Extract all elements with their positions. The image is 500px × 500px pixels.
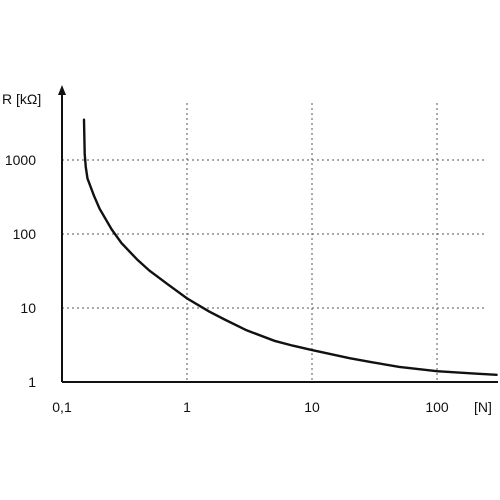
- tick-labels: 0,1 1 10 100 1 10 100 1000: [5, 152, 449, 415]
- x-tick-label: 1: [183, 399, 191, 415]
- series-line: [82, 118, 498, 376]
- x-tick-label: 10: [304, 399, 320, 415]
- y-tick-label: 100: [13, 226, 37, 242]
- grid: [62, 103, 487, 382]
- series: [82, 118, 498, 376]
- x-tick-label: 0,1: [52, 399, 72, 415]
- axes: [58, 85, 498, 383]
- x-axis-label: [N]: [474, 399, 492, 415]
- x-tick-label: 100: [425, 399, 449, 415]
- y-axis-label: R [kΩ]: [2, 91, 41, 107]
- y-axis-arrow: [58, 85, 66, 95]
- y-tick-label: 1000: [5, 152, 36, 168]
- y-tick-label: 10: [20, 300, 36, 316]
- y-tick-label: 1: [28, 374, 36, 390]
